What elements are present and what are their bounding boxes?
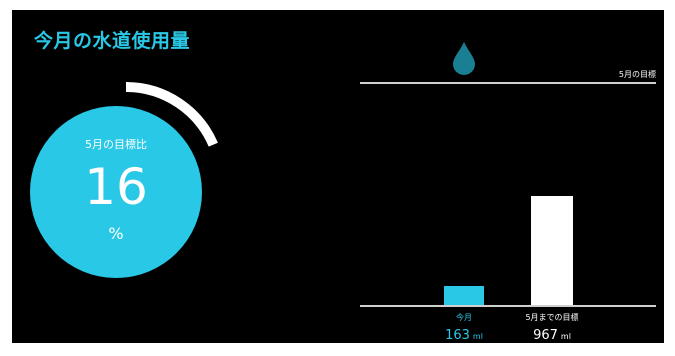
gauge-unit: % bbox=[108, 224, 124, 243]
goal-usage-unit: ml bbox=[560, 332, 571, 341]
goal-usage-value: 967 ml bbox=[514, 328, 590, 343]
goal-usage-bar bbox=[531, 196, 573, 305]
water-drop-icon bbox=[453, 42, 475, 75]
goal-usage-label: 5月までの目標 bbox=[525, 313, 579, 322]
gauge-disc bbox=[30, 106, 202, 278]
page-title: 今月の水道使用量 bbox=[34, 30, 191, 52]
gauge-value: 16 bbox=[84, 158, 148, 216]
current-usage-value: 163 ml bbox=[432, 328, 496, 343]
current-usage-label: 今月 bbox=[456, 313, 472, 322]
current-usage-number: 163 bbox=[445, 328, 470, 343]
gauge-caption: 5月の目標比 bbox=[85, 138, 147, 151]
target-gauge bbox=[30, 82, 218, 278]
current-usage-bar bbox=[444, 286, 484, 305]
goal-usage-number: 967 bbox=[533, 328, 558, 343]
gauge-progress-ring bbox=[125, 82, 218, 147]
water-usage-panel: 今月の水道使用量 5月の目標比 16 % 5月の目標 今月 5月までの目標 16… bbox=[12, 10, 664, 343]
goal-line-label: 5月の目標 bbox=[618, 70, 656, 79]
chart-baseline bbox=[360, 305, 656, 307]
goal-line bbox=[360, 82, 656, 84]
current-usage-unit: ml bbox=[472, 332, 483, 341]
